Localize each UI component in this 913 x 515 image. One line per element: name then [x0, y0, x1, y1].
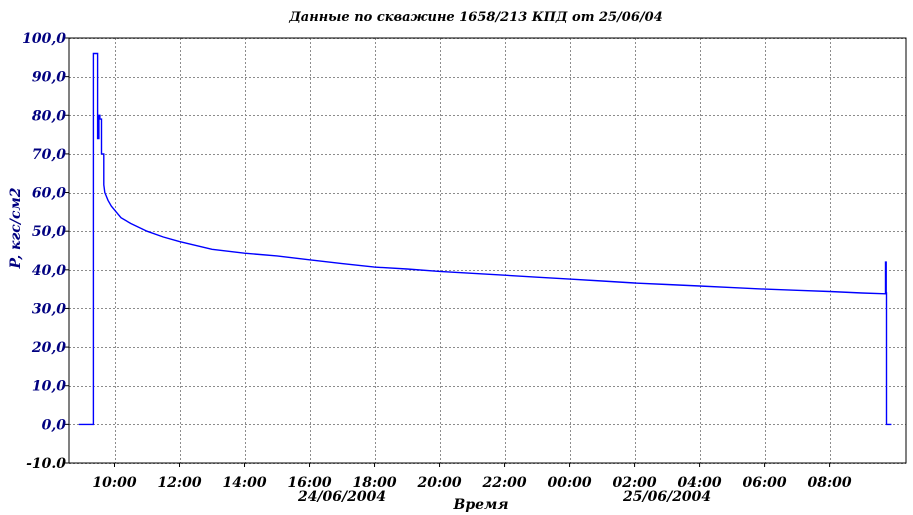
y-axis: 100,0 90,0 80,0 70,0 60,0 50,0 40,0 30,0 20,0 10,…	[22, 31, 69, 472]
series-layer	[78, 52, 892, 426]
chart-title: Данные по скважине 1658/213 КПД от 25/06…	[288, 10, 663, 25]
date-labels: 24/06/2004 25/06/2004	[297, 489, 711, 505]
y-tick-label-7: 30,0	[32, 301, 66, 317]
y-tick-label-5: 50,0	[32, 224, 66, 240]
x-tick-label-11: 08:00	[808, 475, 852, 491]
y-tick-label-0: 100,0	[22, 31, 66, 47]
y-tick-label-3: 70,0	[32, 147, 66, 163]
series-line-0	[78, 52, 892, 426]
date-label-0: 24/06/2004	[297, 489, 386, 505]
x-tick-label-7: 00:00	[548, 475, 592, 491]
x-axis-title: Время	[453, 497, 509, 513]
y-tick-label-4: 60,0	[32, 186, 66, 202]
x-tick-label-5: 20:00	[416, 475, 461, 491]
x-tick-label-9: 04:00	[678, 475, 722, 491]
y-tick-label-1: 90,0	[32, 70, 66, 86]
y-tick-label-9: 10,0	[32, 379, 66, 395]
x-tick-label-2: 14:00	[222, 475, 266, 491]
plot-frame	[68, 37, 907, 464]
x-tick-label-6: 22:00	[481, 475, 526, 491]
y-tick-label-6: 40,0	[32, 263, 66, 279]
y-tick-label-11: -10.0	[26, 456, 66, 472]
y-tick-label-10: 0,0	[42, 417, 67, 433]
date-label-1: 25/06/2004	[622, 489, 711, 505]
grid	[69, 38, 906, 464]
plot-area	[69, 38, 906, 463]
y-axis-title: P, кгс/см2	[8, 187, 24, 269]
x-tick-label-0: 10:00	[92, 475, 136, 491]
x-axis: 10:00 12:00 14:00 16:00 18:00 20:00 22:00 00:00…	[92, 463, 852, 491]
y-tick-label-2: 80,0	[32, 108, 66, 124]
x-tick-label-1: 12:00	[157, 475, 201, 491]
x-tick-label-10: 06:00	[743, 475, 787, 491]
x-tick-label-3: 16:00	[287, 475, 331, 491]
x-tick-label-8: 02:00	[613, 475, 657, 491]
y-tick-label-8: 20,0	[31, 340, 66, 356]
x-tick-label-4: 18:00	[352, 475, 396, 491]
